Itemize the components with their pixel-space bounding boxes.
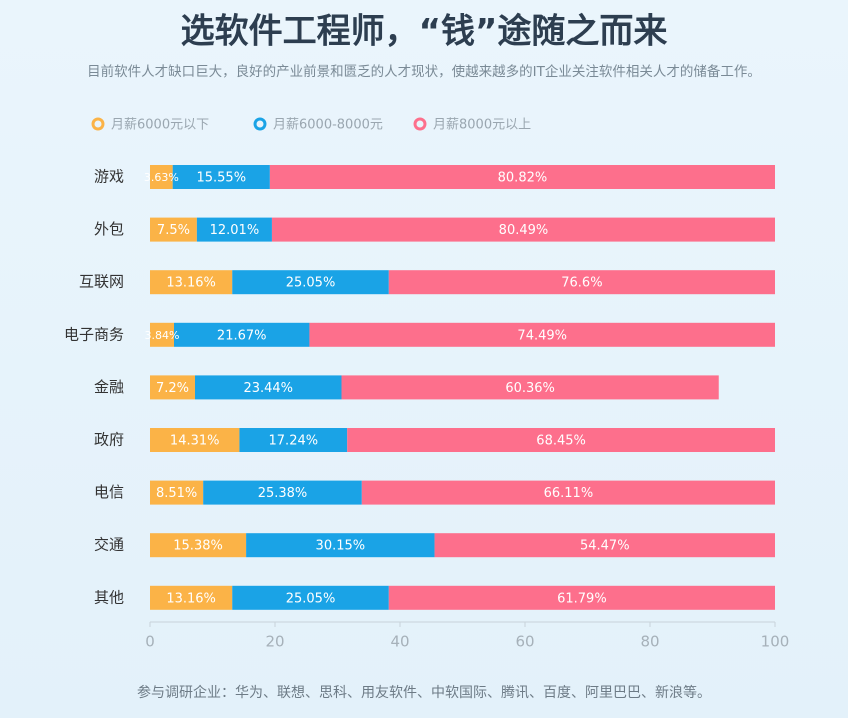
- value-label: 14.31%: [170, 434, 220, 449]
- value-label: 23.44%: [243, 381, 293, 396]
- bar-segment: [388, 585, 775, 610]
- value-label: 54.47%: [580, 539, 630, 554]
- value-label: 66.11%: [544, 486, 594, 501]
- value-label: 80.82%: [498, 171, 548, 186]
- value-label: 74.49%: [517, 328, 567, 343]
- bar-segment: [150, 585, 233, 610]
- x-tick-label: 100: [761, 633, 790, 651]
- bar-segment: [196, 217, 272, 242]
- legend-marker: [413, 117, 427, 131]
- x-tick-label: 80: [640, 633, 659, 651]
- legend-label: 月薪6000-8000元: [273, 118, 383, 133]
- bar-segment: [150, 533, 247, 558]
- bar-segment: [172, 165, 270, 189]
- y-tick-label: 金融: [94, 378, 124, 396]
- bar-segment: [269, 165, 775, 189]
- y-tick-label: 政府: [94, 431, 124, 449]
- value-label: 61.79%: [557, 591, 607, 606]
- x-tick-label: 60: [515, 633, 534, 651]
- value-label: 7.5%: [157, 223, 190, 238]
- x-tick-label: 0: [145, 633, 155, 651]
- bar-segment: [232, 585, 389, 610]
- y-tick-label: 游戏: [94, 168, 124, 186]
- legend-label: 月薪8000元以上: [433, 118, 531, 133]
- bar-segment: [271, 217, 775, 242]
- bar-segment: [239, 428, 348, 452]
- note: 参与调研企业：华为、联想、思科、用友软件、中软国际、腾讯、百度、阿里巴巴、新浪等…: [137, 684, 711, 701]
- bar-segment: [150, 322, 174, 347]
- y-tick-label: 其他: [94, 588, 124, 606]
- bar-segment: [150, 270, 233, 295]
- value-label: 13.16%: [166, 276, 216, 291]
- chart-title: 选软件工程师，“钱”途随之而来: [181, 12, 668, 52]
- bar-segment: [347, 428, 775, 452]
- value-label: 25.05%: [286, 276, 336, 291]
- bar-segment: [195, 375, 342, 400]
- chart-subtitle: 目前软件人才缺口巨大，良好的产业前景和匮乏的人才现状，使越来越多的IT企业关注软…: [87, 63, 761, 80]
- value-label: 80.49%: [499, 223, 549, 238]
- bar-segment: [203, 480, 362, 505]
- bar-segment: [174, 322, 310, 347]
- value-label: 60.36%: [505, 381, 555, 396]
- legend-marker: [253, 117, 267, 131]
- bar-segment: [150, 480, 204, 505]
- bar-segment: [361, 480, 775, 505]
- bar-segment: [246, 533, 435, 558]
- y-tick-label: 互联网: [79, 273, 124, 291]
- value-label: 3.84%: [145, 329, 180, 342]
- value-label: 3.63%: [144, 171, 179, 184]
- legend-marker: [91, 117, 105, 131]
- bar-segment: [150, 428, 240, 452]
- value-label: 13.16%: [166, 591, 216, 606]
- bar-segment: [309, 322, 775, 347]
- value-label: 25.38%: [258, 486, 308, 501]
- bar-segment: [150, 217, 197, 242]
- value-label: 68.45%: [536, 434, 586, 449]
- y-tick-label: 交通: [94, 536, 124, 554]
- plot-area: [150, 165, 775, 610]
- y-tick-label: 电信: [94, 483, 124, 501]
- bar-segment: [150, 375, 195, 400]
- legend-label: 月薪6000元以下: [111, 118, 209, 133]
- value-label: 21.67%: [217, 328, 267, 343]
- value-label: 8.51%: [156, 486, 197, 501]
- value-label: 7.2%: [156, 381, 189, 396]
- bar-segment: [232, 270, 389, 295]
- value-label: 15.55%: [196, 171, 246, 186]
- value-label: 25.05%: [286, 591, 336, 606]
- value-label: 17.24%: [269, 434, 319, 449]
- value-label: 12.01%: [210, 223, 260, 238]
- bar-segment: [388, 270, 775, 295]
- x-tick-label: 40: [390, 633, 409, 651]
- x-tick-label: 20: [265, 633, 284, 651]
- bar-segment: [341, 375, 719, 400]
- bar-segment: [150, 165, 173, 189]
- y-tick-label: 电子商务: [64, 325, 124, 343]
- value-label: 76.6%: [561, 276, 602, 291]
- value-label: 30.15%: [316, 539, 366, 554]
- value-label: 15.38%: [173, 539, 223, 554]
- y-tick-label: 外包: [94, 220, 124, 238]
- bar-segment: [434, 533, 775, 558]
